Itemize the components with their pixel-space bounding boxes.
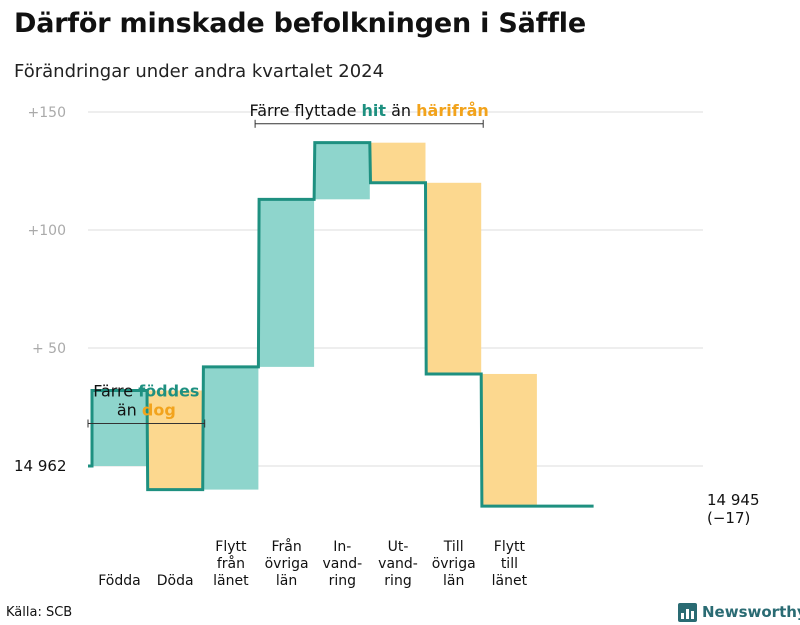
category-label-2: Flytt från länet xyxy=(213,539,249,589)
annotation-part: föddes xyxy=(138,382,199,401)
end-value-label: 14 945 xyxy=(707,491,760,509)
annotation-part: Färre flyttade xyxy=(250,101,362,120)
annotation-part: än xyxy=(386,101,416,120)
brand-logo: Newsworthy xyxy=(678,601,800,623)
annotation-part: Färre xyxy=(93,382,138,401)
category-label-line: ring xyxy=(384,573,411,589)
bar-2 xyxy=(203,366,259,490)
category-label-line: län xyxy=(443,573,464,589)
category-label-7: Flytt till länet xyxy=(492,539,528,589)
annotation-part: hit xyxy=(362,101,387,120)
category-label-line: vand- xyxy=(322,556,362,572)
category-label-3: Från övriga län xyxy=(265,538,309,589)
category-label-line: övriga xyxy=(265,556,309,572)
brand-name: Newsworthy xyxy=(702,603,800,621)
category-label-line: vand- xyxy=(378,556,418,572)
category-label-line: In- xyxy=(333,539,351,555)
annotation-text-0-0: Färre föddes xyxy=(93,382,199,401)
category-label-line: län xyxy=(276,573,297,589)
running-total-path xyxy=(88,141,594,508)
bar-6 xyxy=(426,182,482,374)
annotation-part: dog xyxy=(142,401,176,420)
chart-title: Därför minskade befolkningen i Säffle xyxy=(14,8,586,39)
category-label-line: Flytt xyxy=(494,539,526,555)
annotation-text-1-0: Färre flyttade hit än härifrån xyxy=(250,101,489,120)
start-value-label: 14 962 xyxy=(14,457,67,475)
y-tick-label: +150 xyxy=(28,105,66,121)
source-note: Källa: SCB xyxy=(6,605,73,620)
bar-chart-logo-icon xyxy=(678,602,697,622)
category-label-5: Ut-vand-ring xyxy=(378,539,418,589)
category-label-line: Till xyxy=(443,539,464,555)
bar-4 xyxy=(314,142,370,200)
category-label-line: Flytt xyxy=(215,539,247,555)
bar-3 xyxy=(259,199,315,367)
change-label: (−17) xyxy=(707,509,750,527)
category-label-line: ring xyxy=(329,573,356,589)
category-label-line: länet xyxy=(213,573,249,589)
category-label-line: från xyxy=(217,555,245,572)
bar-7 xyxy=(481,373,537,507)
category-label-line: Ut- xyxy=(388,539,409,555)
category-label-line: Döda xyxy=(157,573,194,589)
bar-1 xyxy=(147,390,203,490)
annotation-text-0-1: än dog xyxy=(117,401,176,420)
category-label-1: Döda xyxy=(157,573,194,589)
y-tick-label: +100 xyxy=(28,223,66,239)
category-label-line: länet xyxy=(492,573,528,589)
bar-0 xyxy=(92,390,147,466)
annotation-part: härifrån xyxy=(416,101,489,120)
category-label-0: Födda xyxy=(98,573,140,589)
category-label-4: In-vand-ring xyxy=(322,539,362,589)
category-label-line: Födda xyxy=(98,573,140,589)
running-total-line xyxy=(88,141,594,508)
bars xyxy=(92,142,537,507)
category-label-line: Från xyxy=(271,538,301,555)
category-label-line: övriga xyxy=(432,556,476,572)
category-label-line: till xyxy=(501,556,518,572)
category-label-6: Till övriga län xyxy=(432,539,476,589)
y-tick-label: + 50 xyxy=(32,341,66,357)
annotation-part: än xyxy=(117,401,142,420)
chart-subtitle: Förändringar under andra kvartalet 2024 xyxy=(14,61,385,82)
bar-5 xyxy=(370,142,426,183)
